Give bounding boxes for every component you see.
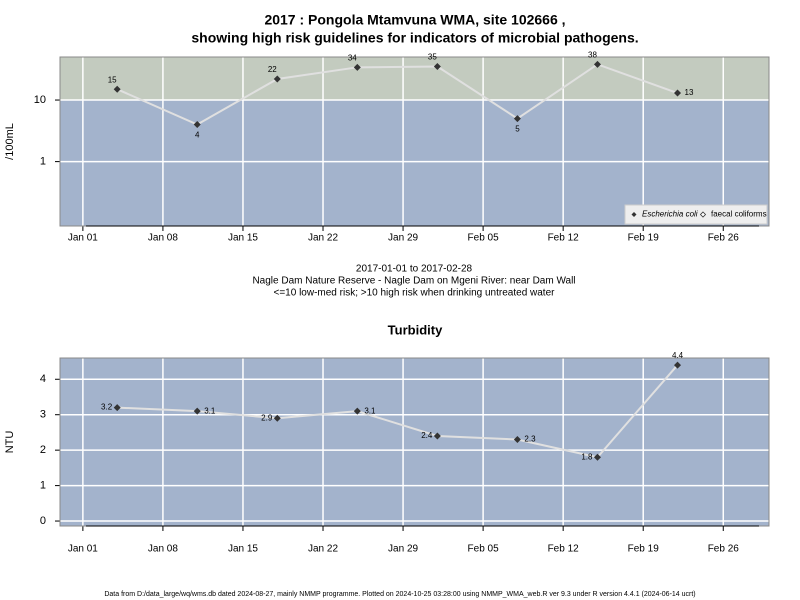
y-tick-label: 1	[40, 480, 46, 492]
footer: Data from D:/data_large/wq/wms.db dated …	[104, 591, 695, 598]
legend-box	[624, 204, 768, 225]
series-line	[116, 63, 678, 126]
data-label: 2.3	[524, 435, 536, 444]
plot-background	[60, 358, 769, 526]
data-label: 3.1	[364, 406, 376, 415]
x-tick-label: Jan 22	[308, 233, 338, 244]
legend-marker	[631, 212, 637, 217]
subtitle: <=10 low-med risk; >10 high risk when dr…	[274, 288, 556, 299]
x-tick-label: Jan 29	[388, 544, 418, 555]
data-label: 34	[348, 53, 357, 62]
x-tick-label: Jan 08	[148, 233, 178, 244]
x-tick-label: Jan 22	[308, 544, 338, 555]
data-label: 13	[685, 88, 694, 97]
data-point	[674, 361, 682, 369]
high-risk-band	[60, 57, 769, 101]
data-point	[113, 85, 121, 93]
y-tick-label: 4	[40, 373, 46, 385]
chart-title: showing high risk guidelines for indicat…	[191, 30, 638, 46]
x-tick-label: Jan 01	[68, 233, 98, 244]
data-point	[593, 60, 601, 68]
y-axis-label: /100mL	[4, 123, 16, 160]
y-tick-label: 2	[40, 444, 46, 456]
chart-title: 2017 : Pongola Mtamvuna WMA, site 102666…	[264, 12, 565, 28]
data-point	[433, 63, 441, 71]
x-tick-label: Feb 26	[708, 233, 740, 244]
x-tick-label: Feb 05	[468, 233, 500, 244]
data-point	[433, 432, 441, 440]
data-point	[273, 414, 281, 422]
x-tick-label: Feb 26	[708, 544, 740, 555]
data-point	[513, 115, 521, 123]
data-label: 22	[268, 65, 277, 74]
data-label: 3.1	[204, 406, 216, 415]
data-point	[513, 436, 521, 444]
data-point	[113, 404, 121, 412]
y-axis-label: NTU	[4, 431, 16, 454]
subtitle: 2017-01-01 to 2017-02-28	[356, 264, 473, 275]
data-point	[193, 407, 201, 415]
data-label: 4	[195, 131, 200, 140]
x-tick-label: Feb 05	[468, 544, 500, 555]
x-tick-label: Jan 15	[228, 233, 258, 244]
y-tick-label: 1	[40, 156, 46, 168]
data-label: 38	[588, 50, 597, 59]
y-tick-label: 3	[40, 409, 46, 421]
data-point	[193, 121, 201, 129]
data-label: 15	[108, 75, 117, 84]
x-tick-label: Feb 12	[548, 233, 580, 244]
x-tick-label: Jan 01	[68, 544, 98, 555]
chart-title: Turbidity	[388, 322, 443, 337]
y-tick-label: 0	[40, 515, 46, 527]
x-tick-label: Feb 19	[628, 233, 660, 244]
y-tick-label: 10	[34, 94, 46, 106]
legend-marker	[699, 211, 707, 218]
x-tick-label: Jan 15	[228, 544, 258, 555]
x-tick-label: Feb 19	[628, 544, 660, 555]
x-tick-label: Jan 29	[388, 233, 418, 244]
data-label: 2.4	[421, 431, 433, 440]
data-label: 5	[515, 125, 520, 134]
legend-label: Escherichia coli	[642, 210, 698, 219]
data-point	[593, 453, 601, 461]
x-tick-label: Jan 08	[148, 544, 178, 555]
data-label: 4.4	[672, 351, 684, 360]
data-point	[273, 75, 281, 83]
legend-label: faecal coliforms	[711, 210, 767, 219]
data-label: 3.2	[101, 403, 113, 412]
data-label: 35	[428, 53, 437, 62]
x-tick-label: Feb 12	[548, 544, 580, 555]
data-label: 2.9	[261, 413, 273, 422]
data-label: 1.8	[581, 452, 593, 461]
data-point	[353, 63, 361, 71]
data-point	[353, 407, 361, 415]
series-line	[117, 364, 679, 459]
data-point	[674, 89, 682, 97]
subtitle: Nagle Dam Nature Reserve - Nagle Dam on …	[252, 276, 575, 287]
